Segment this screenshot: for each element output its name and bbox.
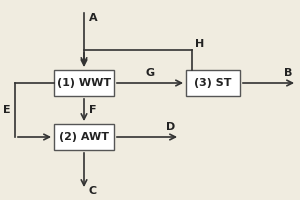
Text: F: F: [88, 105, 96, 115]
Text: E: E: [3, 105, 10, 115]
FancyBboxPatch shape: [186, 70, 240, 96]
Text: (1) WWT: (1) WWT: [57, 78, 111, 88]
Text: C: C: [88, 186, 97, 196]
Text: A: A: [88, 13, 97, 23]
Text: B: B: [284, 68, 292, 78]
Text: H: H: [195, 39, 204, 49]
Text: (3) ST: (3) ST: [194, 78, 232, 88]
FancyBboxPatch shape: [54, 124, 114, 150]
Text: G: G: [146, 68, 154, 78]
Text: D: D: [166, 122, 176, 132]
Text: (2) AWT: (2) AWT: [59, 132, 109, 142]
FancyBboxPatch shape: [54, 70, 114, 96]
